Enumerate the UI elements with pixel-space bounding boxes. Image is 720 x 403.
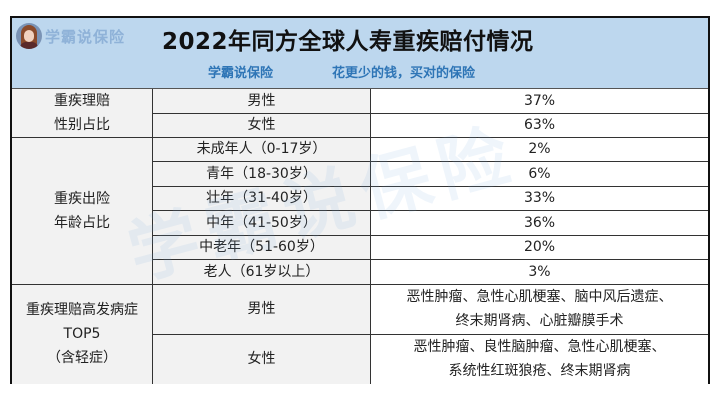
- row-divider: [153, 210, 708, 211]
- label-line: 性别占比: [54, 117, 110, 133]
- value-cell: 37%: [371, 89, 708, 113]
- row-divider: [153, 234, 708, 236]
- category-cell: 女性: [153, 334, 371, 384]
- subtitle-slogan: 花更少的钱，买对的保险: [332, 66, 476, 81]
- category-cell: 老人（61岁以上）: [153, 259, 371, 284]
- value-line: 恶性肿瘤、急性心肌梗塞、脑中风后遗症、: [406, 289, 673, 305]
- avatar-icon: [16, 23, 42, 49]
- value-line: 系统性红斑狼疮、终末期肾病: [448, 363, 631, 379]
- section-divider: [12, 284, 708, 285]
- section-label-gender: 重疾理赔 性别占比: [12, 89, 153, 137]
- label-line: （含轻症）: [47, 350, 117, 366]
- value-cell: 36%: [371, 210, 708, 235]
- row-divider: [153, 259, 708, 260]
- section-label-top5: 重疾理赔高发病症 TOP5 （含轻症）: [12, 284, 153, 384]
- brand-logo: 学霸说保险: [16, 23, 125, 49]
- label-line: 重疾理赔: [54, 93, 110, 109]
- section-divider: [12, 137, 708, 138]
- value-cell: 20%: [371, 235, 708, 260]
- subtitle-brand: 学霸说保险: [208, 66, 274, 81]
- value-cell: 恶性肿瘤、良性脑肿瘤、急性心肌梗塞、 系统性红斑狼疮、终末期肾病: [371, 334, 708, 384]
- category-cell: 中老年（51-60岁）: [153, 235, 371, 260]
- value-cell: 6%: [371, 161, 708, 186]
- category-cell: 女性: [153, 113, 371, 137]
- table-header: 学霸说保险 2022年同方全球人寿重疾赔付情况 学霸说保险 花更少的钱，买对的保…: [12, 18, 708, 89]
- value-line: 终末期肾病、心脏瓣膜手术: [455, 313, 624, 329]
- category-cell: 壮年（31-40岁）: [153, 186, 371, 211]
- value-cell: 33%: [371, 186, 708, 211]
- section-label-age: 重疾出险 年龄占比: [12, 137, 153, 284]
- category-cell: 中年（41-50岁）: [153, 210, 371, 235]
- category-cell: 男性: [153, 89, 371, 113]
- logo-text: 学霸说保险: [45, 27, 126, 46]
- value-cell: 3%: [371, 259, 708, 284]
- category-cell: 男性: [153, 284, 371, 334]
- row-divider: [153, 185, 708, 187]
- row-divider: [153, 113, 708, 114]
- row-divider: [153, 161, 708, 162]
- label-line: 重疾理赔高发病症: [26, 302, 138, 318]
- value-cell: 2%: [371, 137, 708, 162]
- value-cell: 63%: [371, 113, 708, 137]
- row-divider: [153, 334, 708, 335]
- label-line: 年龄占比: [54, 214, 110, 231]
- page-title: 2022年同方全球人寿重疾赔付情况: [162, 29, 534, 55]
- category-cell: 青年（18-30岁）: [153, 161, 371, 186]
- claims-table: 学霸说保险 2022年同方全球人寿重疾赔付情况 学霸说保险 花更少的钱，买对的保…: [10, 16, 710, 384]
- label-line: 重疾出险: [54, 190, 110, 207]
- label-line: TOP5: [63, 326, 101, 342]
- value-line: 恶性肿瘤、良性脑肿瘤、急性心肌梗塞、: [413, 339, 666, 355]
- value-cell: 恶性肿瘤、急性心肌梗塞、脑中风后遗症、 终末期肾病、心脏瓣膜手术: [371, 284, 708, 334]
- category-cell: 未成年人（0-17岁）: [153, 137, 371, 162]
